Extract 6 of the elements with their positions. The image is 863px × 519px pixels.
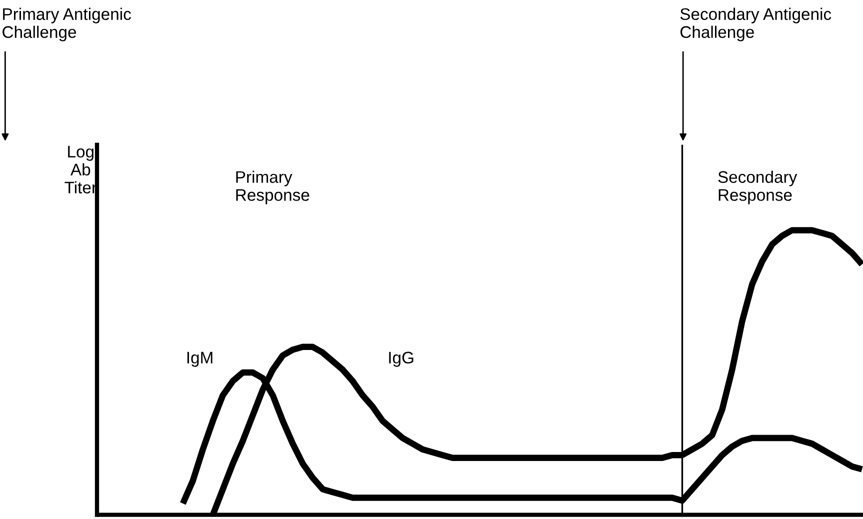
series-label: IgM bbox=[187, 352, 212, 367]
text: Primary Antigenic Challenge bbox=[2, 8, 131, 42]
text: Secondary Response bbox=[718, 170, 798, 204]
text: IgG bbox=[389, 352, 414, 367]
text: Primary Response bbox=[236, 170, 310, 204]
text: Secondary Antigenic Challenge bbox=[680, 8, 832, 42]
